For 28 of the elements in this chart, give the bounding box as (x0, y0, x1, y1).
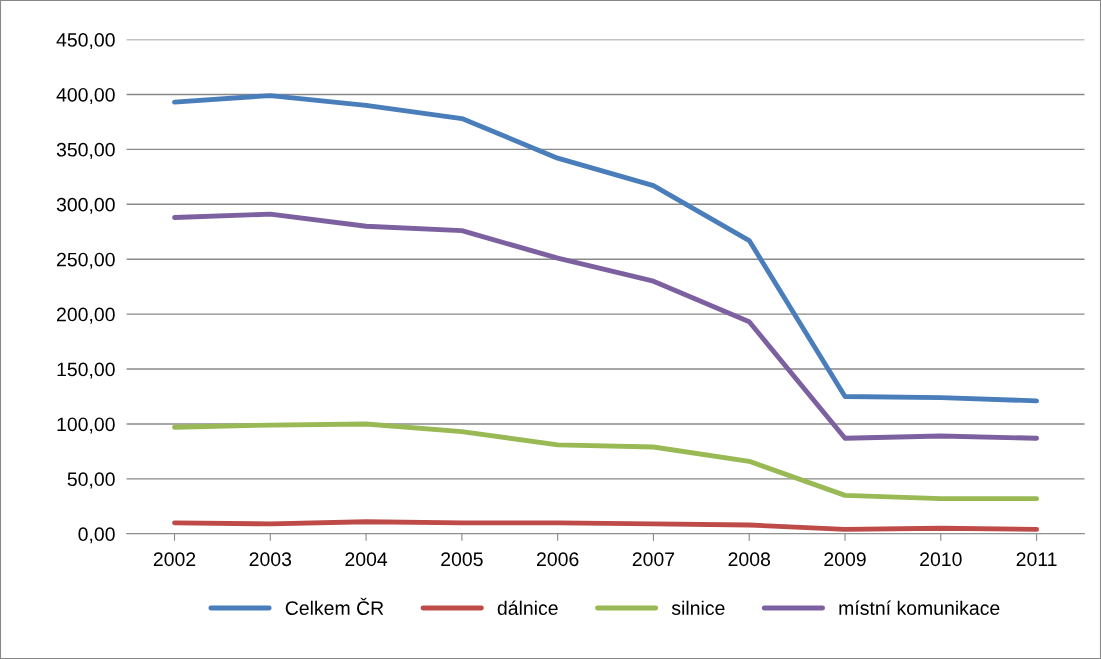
line-series (172, 421, 1040, 502)
y-tick-label: 300,00 (56, 197, 115, 214)
x-tick-label: 2007 (632, 552, 675, 567)
x-tick-label: 2008 (728, 552, 771, 567)
x-tick-label: 2005 (441, 552, 483, 567)
y-tick-label: 400,00 (56, 87, 115, 104)
legend-label: silnice (671, 600, 725, 615)
x-tick-label: 2003 (249, 552, 292, 567)
y-tick-label: 100,00 (57, 417, 115, 434)
y-tick-label: 200,00 (57, 307, 115, 324)
x-tick-label: 2009 (824, 552, 866, 567)
y-tick-label: 350,00 (56, 142, 115, 159)
y-tick-label: 0,00 (78, 527, 115, 544)
line-series (172, 211, 1040, 441)
y-tick-label: 250,00 (57, 252, 115, 269)
legend-label: Celkem ČR (285, 597, 384, 615)
x-tick-label: 2004 (345, 552, 388, 567)
line-series (172, 93, 1040, 404)
x-tick-label: 2011 (1016, 552, 1057, 567)
line-series (172, 519, 1040, 532)
legend-label: místní komunikace (839, 600, 1000, 615)
x-tick-label: 2002 (153, 552, 196, 567)
y-tick-label: 450,00 (56, 33, 115, 50)
x-tick-label: 2010 (920, 552, 962, 567)
y-tick-label: 50,00 (67, 472, 115, 489)
y-tick-label: 150,00 (57, 362, 115, 379)
legend-label: dálnice (497, 600, 558, 615)
x-tick-label: 2006 (537, 552, 579, 567)
